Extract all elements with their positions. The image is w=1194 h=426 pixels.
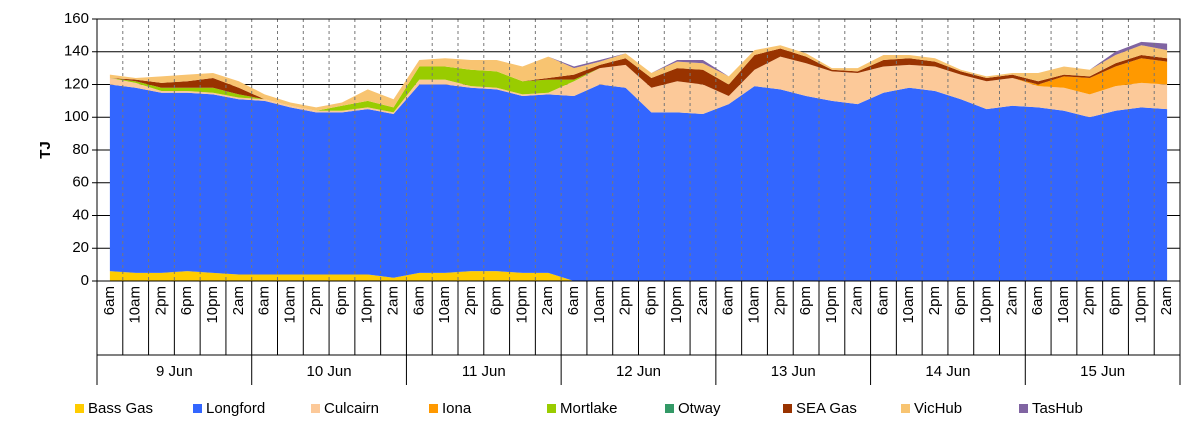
x-tick-label: 2pm xyxy=(152,286,169,315)
x-tick-label: 2pm xyxy=(771,286,788,315)
legend-swatch xyxy=(311,404,320,413)
x-tick-label: 2am xyxy=(385,286,402,315)
x-tick-label: 10am xyxy=(436,286,453,324)
x-tick-label: 10pm xyxy=(513,286,530,324)
x-tick-label: 2pm xyxy=(307,286,324,315)
x-tick-label: 10pm xyxy=(978,286,995,324)
day-label: 11 Jun xyxy=(462,363,506,380)
legend-swatch xyxy=(1019,404,1028,413)
y-tick-label: 80 xyxy=(72,141,89,158)
x-tick-label: 2am xyxy=(694,286,711,315)
x-tick-label: 10pm xyxy=(668,286,685,324)
x-tick-label: 2pm xyxy=(1081,286,1098,315)
legend-label: TasHub xyxy=(1032,400,1083,417)
day-label: 13 Jun xyxy=(771,363,816,380)
legend-swatch xyxy=(547,404,556,413)
x-tick-label: 2am xyxy=(849,286,866,315)
day-label: 15 Jun xyxy=(1080,363,1125,380)
day-label: 10 Jun xyxy=(307,363,352,380)
day-label: 12 Jun xyxy=(616,363,661,380)
y-tick-label: 160 xyxy=(64,10,89,27)
x-tick-label: 2pm xyxy=(462,286,479,315)
y-tick-label: 60 xyxy=(72,174,89,191)
area xyxy=(109,48,1168,111)
x-tick-label: 6am xyxy=(720,286,737,315)
legend-label: Longford xyxy=(206,400,265,417)
x-tick-label: 10pm xyxy=(204,286,221,324)
legend-swatch xyxy=(665,404,674,413)
legend-swatch xyxy=(783,404,792,413)
legend-swatch xyxy=(901,404,910,413)
y-tick-label: 120 xyxy=(64,75,89,92)
legend-label: VicHub xyxy=(914,400,962,417)
x-tick-label: 2am xyxy=(1003,286,1020,315)
y-axis-title: TJ xyxy=(37,141,54,159)
y-tick-label: 140 xyxy=(64,43,89,60)
x-tick-label: 6pm xyxy=(1107,286,1124,315)
x-tick-label: 10pm xyxy=(823,286,840,324)
day-label: 9 Jun xyxy=(156,363,193,380)
x-tick-label: 6am xyxy=(101,286,118,315)
x-tick-label: 6pm xyxy=(178,286,195,315)
x-tick-label: 6am xyxy=(410,286,427,315)
x-tick-label: 10pm xyxy=(359,286,376,324)
x-tick-label: 6pm xyxy=(333,286,350,315)
x-tick-label: 2pm xyxy=(926,286,943,315)
x-tick-label: 6am xyxy=(256,286,273,315)
x-tick-label: 6pm xyxy=(797,286,814,315)
y-tick-label: 20 xyxy=(72,239,89,256)
x-tick-label: 6pm xyxy=(488,286,505,315)
x-tick-label: 10am xyxy=(591,286,608,324)
area xyxy=(109,45,1168,111)
x-tick-label: 6pm xyxy=(952,286,969,315)
x-tick-label: 2am xyxy=(539,286,556,315)
x-tick-label: 10am xyxy=(746,286,763,324)
legend-label: Iona xyxy=(442,400,472,417)
x-tick-label: 10am xyxy=(1055,286,1072,324)
x-tick-label: 10am xyxy=(127,286,144,324)
x-tick-label: 10am xyxy=(900,286,917,324)
x-tick-label: 6pm xyxy=(642,286,659,315)
x-tick-label: 6am xyxy=(874,286,891,315)
x-tick-label: 6am xyxy=(1029,286,1046,315)
y-tick-label: 100 xyxy=(64,108,89,125)
x-tick-label: 10am xyxy=(281,286,298,324)
legend-label: SEA Gas xyxy=(796,400,857,417)
x-tick-label: 10pm xyxy=(1132,286,1149,324)
area xyxy=(109,271,1168,281)
day-label: 14 Jun xyxy=(925,363,970,380)
legend-label: Mortlake xyxy=(560,400,618,417)
y-tick-label: 0 xyxy=(81,272,89,289)
legend-label: Bass Gas xyxy=(88,400,153,417)
legend-swatch xyxy=(75,404,84,413)
x-tick-label: 6am xyxy=(565,286,582,315)
legend-swatch xyxy=(193,404,202,413)
legend-label: Otway xyxy=(678,400,721,417)
legend-label: Culcairn xyxy=(324,400,379,417)
legend-swatch xyxy=(429,404,438,413)
y-tick-label: 40 xyxy=(72,206,89,223)
x-tick-label: 2am xyxy=(1158,286,1175,315)
x-tick-label: 2am xyxy=(230,286,247,315)
x-tick-label: 2pm xyxy=(617,286,634,315)
